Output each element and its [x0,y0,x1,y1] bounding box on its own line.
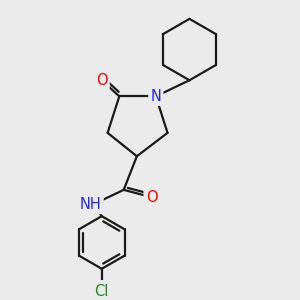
Text: O: O [146,190,157,205]
Text: O: O [96,73,108,88]
Text: N: N [150,89,161,104]
Text: Cl: Cl [94,284,109,299]
Text: NH: NH [80,197,101,212]
